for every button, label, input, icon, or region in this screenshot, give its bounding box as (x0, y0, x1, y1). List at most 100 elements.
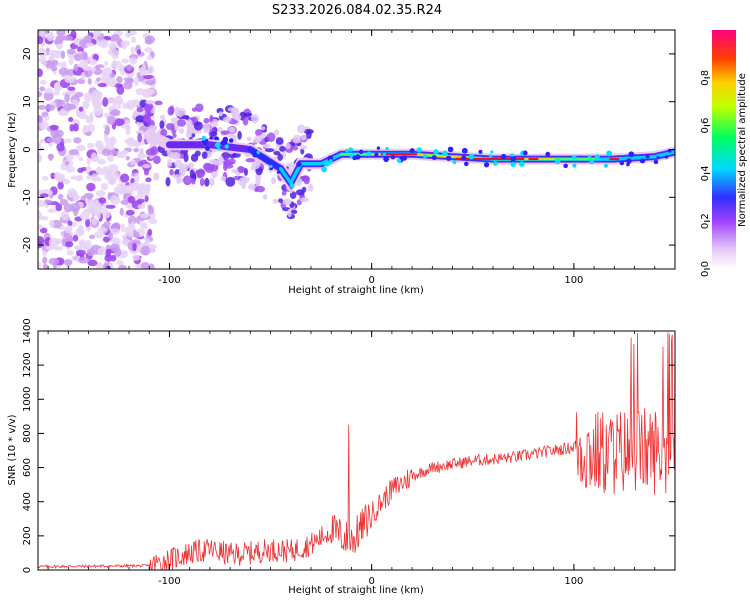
spectrogram-noise-blob (146, 55, 153, 60)
spectrogram-noise-blob (39, 138, 44, 144)
spectrogram-noise-blob (125, 155, 130, 161)
spectrogram-noise-blob (52, 59, 59, 66)
spectrogram-blob (227, 107, 238, 112)
spectrogram-noise-blob (110, 227, 120, 235)
spectrogram-noise-blob (135, 140, 146, 146)
spectrogram-noise-blob (116, 260, 124, 266)
spectrogram-noise-blob (89, 111, 94, 122)
spectrogram-noise-blob (105, 204, 116, 209)
spectrogram-speckle (323, 161, 330, 167)
spectrogram-ytick-label: 0 (22, 146, 33, 152)
spectrogram-noise-blob (87, 77, 92, 85)
spectrogram-noise-blob (87, 142, 95, 149)
spectrogram-noise-blob (132, 242, 137, 252)
colorbar-tick-label: 0.2 (700, 213, 711, 229)
spectrogram-blob (246, 136, 252, 142)
spectrogram-blob (261, 126, 266, 131)
spectrogram-speckle (510, 156, 516, 162)
spectrogram-speckle (358, 149, 364, 155)
spectrogram-blob (217, 126, 223, 133)
spectrogram-noise-blob (78, 156, 84, 162)
spectrogram-noise-blob (131, 186, 141, 191)
spectrogram-speckle (402, 155, 407, 160)
spectrogram-noise-blob (65, 241, 74, 248)
spectrogram-noise-blob (90, 152, 98, 162)
colorbar-tick-label: 0.0 (700, 261, 711, 277)
spectrogram-noise-blob (85, 218, 91, 228)
spectrogram-noise-blob (82, 100, 90, 110)
spectrogram-speckle (329, 161, 333, 165)
spectrogram-noise-blob (42, 263, 48, 269)
spectrogram-noise-blob (65, 153, 74, 161)
spectrogram-blob (154, 100, 163, 106)
spectrogram-blob (165, 176, 171, 187)
spectrogram-noise-blob (116, 182, 125, 191)
spectrogram-blob (300, 197, 310, 203)
spectrogram-noise-blob (125, 103, 133, 109)
snr-ytick-label: 800 (22, 424, 33, 443)
spectrogram-noise-blob (74, 91, 84, 98)
spectrogram-noise-blob (77, 167, 84, 174)
spectrogram-blob (174, 159, 183, 168)
spectrogram-blob (295, 189, 305, 196)
spectrogram-noise-blob (48, 257, 60, 266)
spectrogram-noise-blob (73, 137, 82, 144)
snr-xtick-label: 0 (368, 576, 374, 587)
spectrogram-noise-blob (91, 217, 98, 226)
spectrogram-noise-blob (102, 97, 109, 107)
spectrogram-blob (238, 177, 247, 187)
spectrogram-noise-blob (38, 91, 43, 97)
spectrogram-speckle (522, 150, 528, 156)
spectrogram-noise-blob (100, 182, 109, 191)
spectrogram-noise-blob (93, 102, 103, 108)
spectrogram-noise-blob (62, 35, 73, 41)
spectrogram-noise-blob (73, 245, 82, 250)
spectrogram-noise-blob (49, 124, 59, 131)
spectrogram-noise-blob (108, 42, 118, 51)
spectrogram-noise-blob (38, 146, 46, 151)
spectrogram-noise-blob (90, 66, 96, 73)
spectrogram-noise-blob (78, 39, 90, 49)
spectrogram-blob (201, 151, 208, 159)
spectrogram-noise-blob (95, 140, 101, 147)
spectrogram-noise-blob (106, 115, 116, 125)
spectrogram-noise-blob (122, 102, 127, 110)
spectrogram-blob (278, 198, 284, 203)
spectrogram-noise-blob (63, 259, 73, 266)
spectrogram-ytick-label: 10 (22, 95, 33, 108)
spectrogram-noise-blob (95, 261, 103, 269)
spectrogram-noise-blob (38, 68, 43, 77)
spectrogram-blob (287, 208, 292, 218)
spectrogram-noise-blob (107, 177, 117, 185)
spectrogram-blob (159, 120, 165, 129)
spectrogram-blob (218, 111, 223, 117)
spectrogram-noise-blob (67, 188, 77, 198)
spectrogram-speckle (490, 150, 494, 154)
spectrogram-blob (272, 198, 279, 204)
spectrogram-noise-blob (65, 165, 76, 173)
spectrogram-blob (199, 177, 205, 187)
spectrogram-blob (191, 177, 196, 185)
spectrogram-noise-blob (93, 106, 104, 117)
spectrogram-noise-blob (59, 198, 69, 206)
spectrogram-noise-blob (134, 194, 143, 199)
spectrogram-speckle (468, 153, 475, 160)
spectrogram-blob (225, 176, 236, 187)
spectrogram-speckle (594, 154, 600, 160)
spectrogram-noise-blob (46, 31, 55, 42)
spectrogram-noise-blob (139, 184, 148, 193)
spectrogram-noise-blob (107, 49, 113, 56)
spectrogram-noise-blob (85, 42, 94, 47)
spectrogram-speckle (447, 146, 454, 153)
spectrogram-noise-blob (106, 153, 115, 163)
spectrogram-speckle (573, 155, 577, 160)
spectrogram-blob (262, 194, 268, 200)
spectrogram-blob (183, 152, 189, 163)
spectrogram-xlabel: Height of straight line (km) (288, 285, 424, 296)
spectrogram-noise-blob (39, 79, 47, 85)
spectrogram-xtick-label: 100 (564, 275, 583, 286)
spectrogram-blob (202, 162, 212, 171)
spectrogram-noise-blob (68, 149, 79, 156)
spectrogram-blob (292, 134, 302, 144)
